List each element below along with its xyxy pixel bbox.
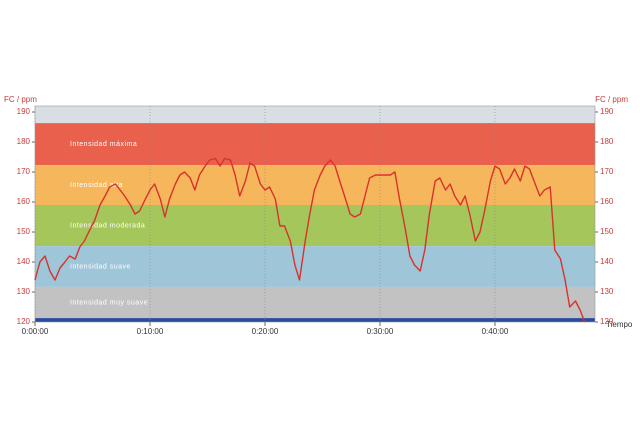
y-axis-label: FC / ppm [4,95,37,104]
x-tick-label: 0:20:00 [252,327,279,336]
plot-frame [34,105,596,323]
y2-axis-label: FC / ppm [595,95,628,104]
heart-rate-line [34,157,586,323]
x-tick-label: 0:30:00 [367,327,394,336]
x-tick-label: 0:00:00 [22,327,49,336]
zone [35,165,595,205]
zone [35,205,595,247]
zone-label: Intensidad muy suave [70,299,148,306]
y2-tick-label: 190 [600,107,614,116]
y-tick-label: 180 [17,137,31,146]
zone-label: Intensidad suave [70,263,131,270]
y-tick-label: 150 [17,227,31,236]
zone-label: Intensidad moderada [70,222,145,229]
y-tick-label: 170 [17,167,31,176]
zone [35,106,595,124]
y2-tick-label: 150 [600,227,614,236]
zone [35,318,595,322]
y2-tick-label: 130 [600,287,614,296]
y2-tick-label: 140 [600,257,614,266]
zone [35,246,595,287]
y2-tick-label: 180 [600,137,614,146]
y-tick-label: 190 [17,107,31,116]
x-tick-label: 0:10:00 [137,327,164,336]
zone [35,286,595,319]
x-axis-label: Tiempo [606,320,633,329]
y2-tick-label: 120 [600,317,614,326]
y2-tick-label: 160 [600,197,614,206]
y-tick-label: 120 [17,317,31,326]
zone-label: Intensidad alta [70,182,123,189]
y-tick-label: 160 [17,197,31,206]
zone-label: Intensidad máxima [70,141,137,148]
y2-tick-label: 170 [600,167,614,176]
x-tick-label: 0:40:00 [482,327,509,336]
y-tick-label: 140 [17,257,31,266]
zone [35,123,595,166]
y-tick-label: 130 [17,287,31,296]
